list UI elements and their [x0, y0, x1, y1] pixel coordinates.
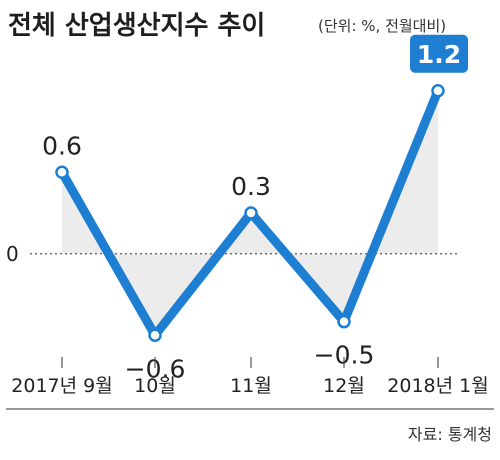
- source-label: 자료: 통계청: [408, 425, 492, 444]
- data-point-4: [431, 84, 445, 98]
- highlight-box: [410, 34, 468, 73]
- tick-layer: 2017년 9월 10월 11월 12월 2018년 1월: [11, 357, 489, 397]
- x-tick-label-2: 11월: [230, 375, 272, 397]
- x-tick-label-3: 12월: [323, 375, 365, 397]
- data-label-2: 0.3: [231, 172, 271, 201]
- data-label-0: 0.6: [42, 131, 82, 160]
- data-point-2: [244, 206, 258, 220]
- x-tick-label-0: 2017년 9월: [11, 375, 112, 397]
- x-tick-label-1: 10월: [134, 375, 176, 397]
- chart-unit: (단위: %, 전월대비): [318, 17, 446, 35]
- area-layer: [62, 90, 438, 336]
- point-layer: [55, 84, 445, 342]
- data-point-3: [337, 314, 351, 329]
- zero-label: 0: [6, 242, 19, 266]
- label-layer: 0.6−0.60.3−0.51.2: [42, 34, 468, 383]
- data-point-1: [148, 328, 162, 342]
- chart-title: 전체 산업생산지수 추이: [8, 11, 265, 41]
- area-fill: [62, 90, 438, 336]
- data-label-4: 1.2: [417, 40, 461, 69]
- x-tick-label-4: 2018년 1월: [387, 375, 488, 397]
- data-point-0: [55, 165, 69, 179]
